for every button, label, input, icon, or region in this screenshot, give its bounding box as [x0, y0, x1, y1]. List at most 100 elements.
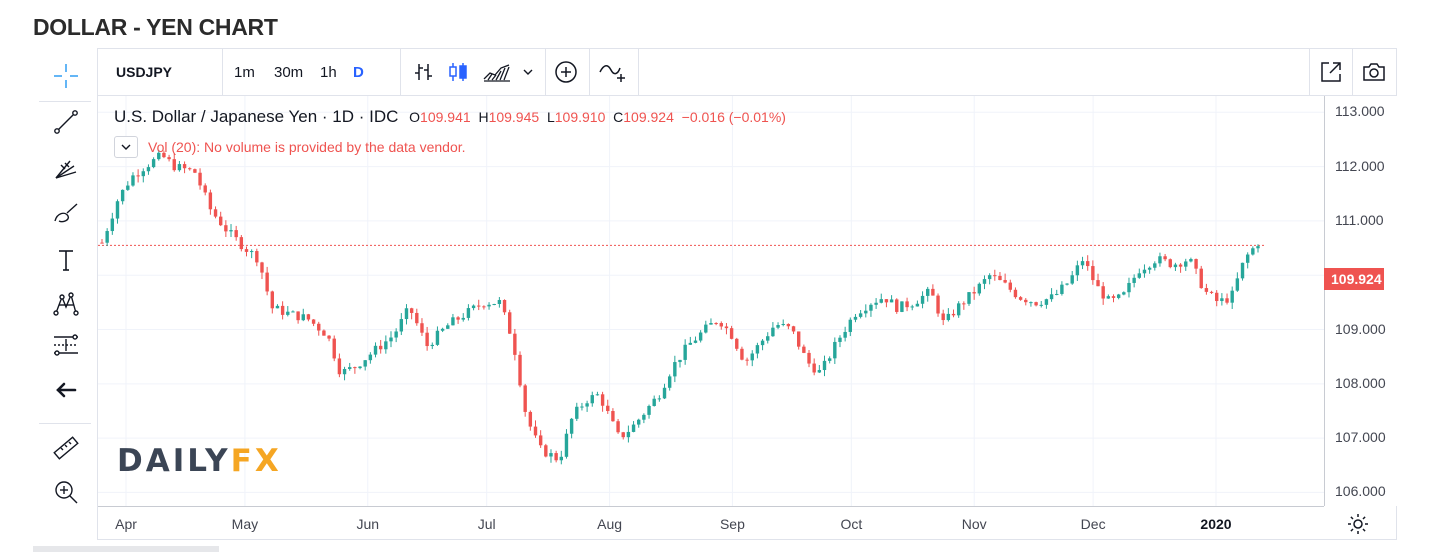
crosshair-icon[interactable] [33, 56, 98, 96]
fullscreen-icon[interactable] [1311, 48, 1351, 96]
zoom-in-icon[interactable] [33, 472, 98, 512]
candle-body [833, 341, 837, 359]
candle-body [781, 323, 785, 326]
candle-body [879, 299, 883, 303]
candle-body [1209, 291, 1214, 293]
interval-1h[interactable]: 1h [320, 63, 337, 81]
candle-body [817, 370, 822, 373]
interval-d[interactable]: D [353, 63, 364, 81]
candle-body [1168, 259, 1172, 268]
back-arrow-icon[interactable] [33, 370, 98, 410]
symbol-search-button[interactable]: USDJPY [116, 64, 173, 80]
candle-body [745, 359, 749, 361]
collapse-legend-button[interactable] [114, 136, 138, 158]
candle-body [595, 394, 600, 396]
candles-icon[interactable] [444, 48, 472, 96]
camera-icon[interactable] [1354, 48, 1394, 96]
candle-body [1199, 268, 1203, 289]
candle-body [1111, 296, 1116, 298]
candle-body [1065, 283, 1069, 285]
candle-body [291, 311, 295, 313]
price-axis[interactable]: 113.000112.000111.000110.000109.000108.0… [1324, 96, 1397, 506]
price-tick-label: 107.000 [1335, 429, 1386, 446]
candle-body [193, 169, 197, 173]
candle-body [244, 249, 249, 252]
candle-body [977, 283, 982, 294]
candle-body [1163, 256, 1167, 260]
candle-body [982, 279, 987, 284]
candle-body [492, 304, 496, 306]
candle-body [1153, 263, 1157, 268]
page-title: DOLLAR - YEN CHART [33, 14, 278, 40]
candle-body [482, 306, 486, 308]
candle-body [518, 354, 522, 386]
candle-body [384, 341, 388, 350]
candle-body [1245, 254, 1250, 263]
candle-body [796, 331, 801, 347]
candle-body [1251, 248, 1255, 255]
candle-body [544, 445, 548, 457]
candle-body [766, 336, 770, 341]
candle-body [549, 453, 553, 457]
chevron-down-icon[interactable] [518, 48, 538, 96]
interval-30m[interactable]: 30m [274, 63, 304, 81]
candle-body [1235, 278, 1240, 291]
candle-body [1122, 292, 1126, 295]
candle-body [1055, 293, 1059, 295]
candle-body [1060, 284, 1064, 294]
candle-body [1003, 280, 1007, 283]
brush-icon[interactable] [33, 194, 98, 234]
gear-icon[interactable] [1346, 512, 1370, 536]
time-axis[interactable]: Apr May Jun Jul Aug Sep Oct Nov Dec 2020 [98, 506, 1324, 540]
candle-body [440, 328, 445, 331]
candle-body [585, 403, 589, 407]
candle-body [260, 262, 264, 273]
candle-body [652, 398, 656, 406]
add-circle-icon[interactable] [551, 48, 581, 96]
candle-body [311, 319, 316, 324]
candle-body [683, 344, 687, 360]
candle-body [151, 159, 156, 168]
fib-icon[interactable] [33, 148, 98, 188]
text-icon[interactable] [33, 240, 98, 280]
candle-body [399, 319, 404, 332]
pattern-icon[interactable] [33, 284, 98, 324]
candle-body [760, 340, 765, 346]
compare-icon[interactable] [595, 48, 631, 96]
candle-body [1018, 297, 1023, 300]
price-chart[interactable] [98, 96, 1324, 506]
candle-body [348, 367, 352, 370]
candle-body [688, 342, 693, 345]
candle-body [120, 189, 125, 202]
candle-body [590, 395, 594, 404]
bar-chart-icon[interactable] [410, 48, 438, 96]
candle-body [513, 333, 517, 355]
trendline-icon[interactable] [33, 102, 98, 142]
candle-body [420, 323, 424, 333]
measure-range-icon[interactable] [33, 325, 98, 365]
candle-body [208, 192, 213, 210]
interval-1m[interactable]: 1m [234, 63, 255, 81]
candle-body [296, 311, 300, 321]
area-chart-icon[interactable] [480, 48, 514, 96]
candle-body [224, 225, 228, 232]
candle-body [807, 352, 811, 364]
candle-body [729, 328, 734, 339]
candle-body [373, 345, 378, 355]
candle-body [1230, 290, 1234, 303]
candle-body [709, 323, 713, 325]
candle-body [1189, 259, 1193, 262]
candle-body [740, 348, 744, 360]
candle-body [678, 359, 682, 363]
candle-body [869, 304, 873, 311]
candle-body [435, 330, 440, 345]
candle-body [218, 216, 223, 226]
candle-body [1204, 288, 1209, 292]
candle-body [353, 367, 357, 369]
candle-body [1220, 298, 1224, 302]
ruler-icon[interactable] [33, 428, 98, 468]
candle-body [213, 209, 218, 217]
candle-body [931, 288, 935, 296]
candle-body [141, 171, 145, 177]
candle-body [270, 291, 275, 309]
